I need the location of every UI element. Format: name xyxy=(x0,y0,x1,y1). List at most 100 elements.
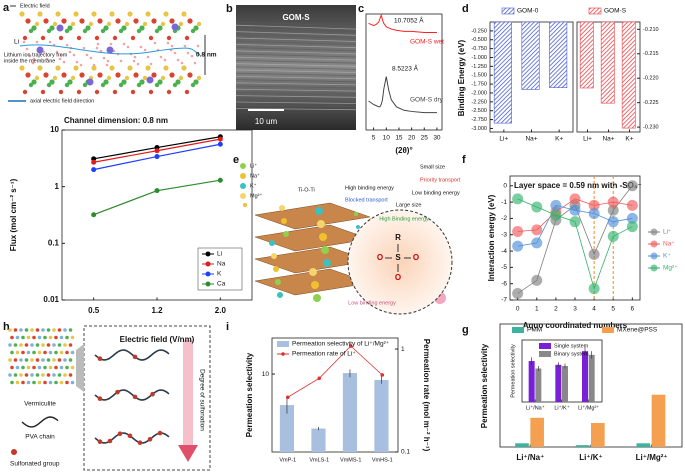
water xyxy=(119,59,123,63)
legend-marker xyxy=(281,352,285,356)
atom xyxy=(13,343,18,347)
ion xyxy=(317,220,325,228)
pva-chain xyxy=(94,389,170,401)
data-point xyxy=(550,199,562,211)
sulfonate xyxy=(97,439,103,445)
zoom-box xyxy=(83,325,211,471)
atom xyxy=(10,365,14,370)
atom xyxy=(130,35,136,41)
data-point xyxy=(512,193,524,205)
atom xyxy=(68,343,73,347)
atom xyxy=(148,35,154,41)
atom xyxy=(15,335,20,340)
x-tick-label: Li⁺/Mg²⁺ xyxy=(636,453,668,462)
atom xyxy=(25,18,31,24)
water xyxy=(22,40,26,44)
water xyxy=(183,44,187,48)
atom xyxy=(184,35,190,41)
water xyxy=(132,59,136,63)
atom xyxy=(8,343,12,347)
water xyxy=(193,61,197,65)
atom xyxy=(30,373,34,377)
water xyxy=(59,53,63,57)
atom xyxy=(55,65,61,71)
bar xyxy=(535,368,542,402)
label: axial electric field direction xyxy=(30,98,94,104)
atom xyxy=(21,335,25,340)
legend-label: Single system xyxy=(554,343,589,349)
ion-key xyxy=(240,173,246,179)
x-tick-label: VmP-1 xyxy=(279,457,296,463)
atom xyxy=(8,328,12,332)
atom xyxy=(43,72,49,78)
water xyxy=(133,55,137,59)
atom xyxy=(124,75,130,81)
atom xyxy=(35,343,40,347)
atom xyxy=(184,89,190,95)
y-tick-label: -7 xyxy=(501,297,507,304)
data-point xyxy=(588,208,600,220)
water xyxy=(159,55,163,59)
legend-label: Li xyxy=(217,251,222,258)
x-tick-label: K+ xyxy=(555,136,563,143)
y-tick-label: 0.01 xyxy=(43,295,59,304)
y-axis-label: Binding Energy (eV) xyxy=(457,39,466,116)
atom xyxy=(112,89,118,95)
atom: S xyxy=(395,253,401,262)
lithium-ion xyxy=(36,46,44,54)
atom xyxy=(59,335,64,340)
sulfonate xyxy=(147,436,153,442)
atom xyxy=(169,18,175,24)
water xyxy=(143,48,147,52)
data-point xyxy=(588,199,600,211)
x-tick-label: Na+ xyxy=(602,136,614,143)
sem-streak xyxy=(235,44,357,49)
y-tick-label: -1.000 xyxy=(471,55,487,61)
data-point xyxy=(531,201,543,213)
atom xyxy=(130,89,136,95)
atom xyxy=(8,373,12,377)
water xyxy=(95,46,99,50)
y-tick-label: -2.250 xyxy=(471,99,487,105)
x-tick-label: Li+ xyxy=(499,136,508,143)
atom xyxy=(31,79,37,85)
atom xyxy=(24,328,29,332)
atom xyxy=(142,75,148,81)
ion xyxy=(319,233,327,241)
atom xyxy=(160,21,166,27)
atom xyxy=(68,358,73,362)
atom xyxy=(169,72,175,78)
atom: O xyxy=(377,253,383,262)
label: Lithium ion trajectory from xyxy=(4,52,68,58)
atom xyxy=(63,358,67,362)
data-point xyxy=(217,141,223,147)
atom xyxy=(65,365,69,370)
x-tick-label: 10 xyxy=(383,135,391,142)
bar xyxy=(562,366,568,402)
atom xyxy=(59,365,64,370)
atom xyxy=(133,72,139,78)
atom xyxy=(67,79,73,85)
legend-swatch xyxy=(512,327,524,333)
atom xyxy=(91,11,97,17)
sem-streak xyxy=(235,85,357,89)
atom xyxy=(121,25,127,31)
water xyxy=(109,42,113,46)
bar xyxy=(651,394,666,447)
x-tick-label: Li⁺/K⁺ xyxy=(579,453,603,462)
water xyxy=(102,56,106,60)
sem-streak xyxy=(235,60,357,64)
lithium-ion xyxy=(86,78,94,86)
x-tick-label: 2 xyxy=(554,306,558,313)
water xyxy=(35,40,39,44)
label: Mg²⁺ xyxy=(250,192,262,199)
atom xyxy=(13,328,18,332)
atom xyxy=(175,79,181,85)
ion xyxy=(273,266,279,272)
atom xyxy=(13,358,18,362)
atom xyxy=(26,380,31,385)
atom xyxy=(70,75,76,81)
data-point xyxy=(607,230,619,242)
sem-streak xyxy=(235,95,357,98)
